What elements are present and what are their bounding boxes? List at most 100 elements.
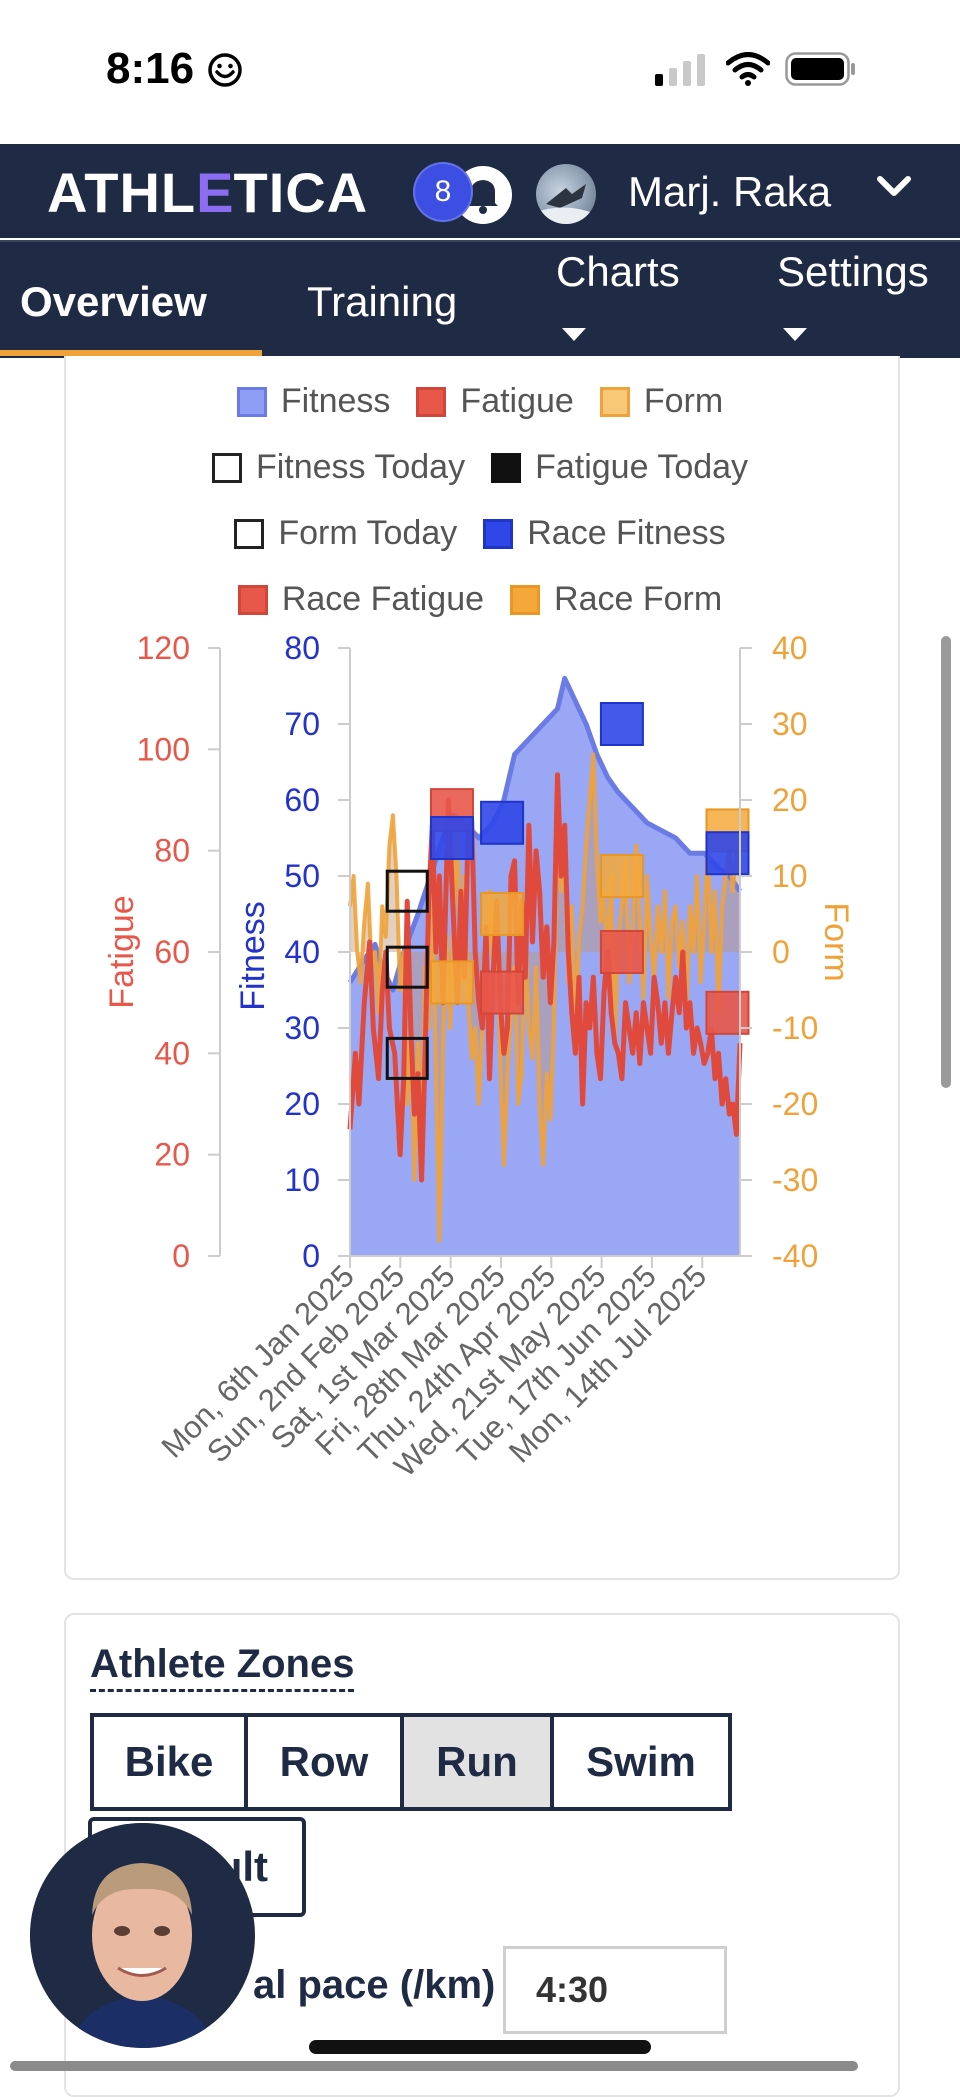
form-line [348, 752, 742, 1243]
battery-icon [785, 52, 855, 86]
zone-button-run[interactable]: Run [400, 1713, 554, 1811]
form-today-marker [385, 1036, 429, 1080]
chart-legend-row-2: Fitness Today Fatigue Today [0, 448, 960, 487]
race-form-marker [480, 892, 525, 936]
form-tick-label: 40 [772, 630, 808, 666]
legend-item-fitness[interactable]: Fitness [236, 382, 391, 421]
legend-label: Fitness Today [255, 448, 466, 486]
chart-legend-row-3: Form Today Race Fitness [0, 514, 960, 553]
threshold-pace-label: al pace (/km) [253, 1963, 496, 2007]
fatigue-line [347, 772, 743, 1183]
charts-dropdown-caret-icon[interactable] [562, 328, 586, 341]
fatigue-tick-label: 40 [154, 1035, 190, 1071]
legend-label: Fatigue Today [535, 448, 749, 486]
horizontal-scrollbar[interactable] [10, 2061, 858, 2071]
fitness-tick-label: 0 [302, 1238, 320, 1274]
race-fitness-marker [705, 831, 750, 876]
legend-swatch [510, 584, 541, 615]
main-nav: Overview Training Charts Settings [0, 240, 960, 358]
coach-avatar-button[interactable] [30, 1823, 255, 2048]
home-indicator[interactable] [309, 2040, 651, 2054]
fitness-tick-label: 80 [284, 630, 320, 666]
race-fitness-marker [599, 702, 644, 746]
race-fatigue-marker [480, 970, 525, 1015]
fitness-fatigue-form-chart[interactable]: 02040608010012001020304050607080-40-30-2… [0, 620, 960, 1520]
notification-badge[interactable]: 8 [413, 162, 473, 222]
legend-label: Fitness [280, 382, 391, 420]
fitness-axis-title: Fitness [234, 901, 272, 1011]
legend-swatch [599, 386, 630, 417]
form-tick-label: 10 [772, 858, 808, 894]
tab-training[interactable]: Training [307, 278, 458, 325]
app-header: ATHLETICA 8 Marj. Raka [0, 144, 960, 238]
form-tick-label: 20 [772, 782, 808, 818]
form-area [350, 754, 740, 1241]
fatigue-tick-label: 80 [154, 833, 190, 869]
legend-item-fatigue[interactable]: Fatigue [416, 382, 574, 421]
fatigue-axis-title: Fatigue [103, 895, 141, 1008]
zone-button-bike[interactable]: Bike [90, 1713, 248, 1811]
fitness-tick-label: 60 [284, 782, 320, 818]
legend-swatch [416, 386, 447, 417]
legend-item-race-fitness[interactable]: Race Fitness [483, 514, 726, 553]
legend-label: Race Fitness [527, 514, 726, 552]
race-fatigue-marker [705, 990, 750, 1035]
avatar-photo-icon [536, 184, 596, 224]
coach-face-icon [30, 1823, 254, 2048]
fitness-today-marker [385, 945, 429, 989]
legend-item-fatigue-today[interactable]: Fatigue Today [491, 448, 748, 487]
fatigue-tick-label: 0 [172, 1238, 190, 1274]
logo-text-left: ATHL [47, 161, 197, 224]
form-axis-title: Form [817, 902, 855, 981]
legend-item-race-form[interactable]: Race Form [510, 580, 722, 619]
athlete-zones-title[interactable]: Athlete Zones [90, 1642, 355, 1692]
form-tick-label: -40 [772, 1238, 818, 1274]
legend-swatch [237, 584, 268, 615]
fatigue-tick-label: 60 [154, 934, 190, 970]
form-tick-label: -10 [772, 1010, 818, 1046]
fitness-tick-label: 70 [284, 706, 320, 742]
fatigue-tick-label: 100 [137, 731, 190, 767]
race-fitness-marker [429, 816, 474, 860]
fatigue-tick-label: 20 [154, 1137, 190, 1173]
fitness-tick-label: 20 [284, 1086, 320, 1122]
fitness-tick-label: 40 [284, 934, 320, 970]
fatigue-tick-label: 120 [137, 630, 190, 666]
fitness-tick-label: 10 [284, 1162, 320, 1198]
tab-settings[interactable]: Settings [777, 248, 929, 295]
tab-charts[interactable]: Charts [556, 248, 680, 295]
race-fatigue-marker [599, 930, 644, 974]
settings-dropdown-caret-icon[interactable] [783, 328, 807, 341]
threshold-pace-input[interactable]: 4:30 [503, 1946, 727, 2034]
zone-button-swim[interactable]: Swim [550, 1713, 732, 1811]
race-form-marker [429, 960, 474, 1005]
race-fitness-marker [480, 800, 525, 845]
fatigue-today-marker [385, 869, 429, 913]
signal-icon [655, 54, 705, 86]
fitness-tick-label: 50 [284, 858, 320, 894]
form-tick-label: -20 [772, 1086, 818, 1122]
legend-label: Form Today [278, 514, 458, 552]
chart-legend-row-1: Fitness Fatigue Form [0, 382, 960, 421]
form-tick-label: 0 [772, 934, 790, 970]
legend-label: Fatigue [460, 382, 574, 420]
wifi-icon [726, 52, 770, 86]
fitness-tick-label: 30 [284, 1010, 320, 1046]
user-avatar[interactable] [536, 164, 596, 224]
legend-item-form-today[interactable]: Form Today [234, 514, 457, 553]
logo-text-right: TICA [233, 161, 369, 224]
athletica-logo[interactable]: ATHLETICA [47, 160, 368, 225]
tab-overview[interactable]: Overview [20, 278, 207, 325]
active-tab-indicator [0, 350, 262, 356]
form-tick-label: -30 [772, 1162, 818, 1198]
legend-item-fitness-today[interactable]: Fitness Today [211, 448, 466, 487]
chevron-down-icon[interactable] [876, 174, 912, 198]
vertical-scrollbar[interactable] [941, 636, 951, 1088]
zone-button-row[interactable]: Row [244, 1713, 404, 1811]
legend-swatch [236, 386, 267, 417]
legend-item-race-fatigue[interactable]: Race Fatigue [237, 580, 484, 619]
legend-item-form[interactable]: Form [599, 382, 724, 421]
legend-label: Form [643, 382, 724, 420]
form-tick-label: 30 [772, 706, 808, 742]
user-name[interactable]: Marj. Raka [628, 168, 832, 215]
